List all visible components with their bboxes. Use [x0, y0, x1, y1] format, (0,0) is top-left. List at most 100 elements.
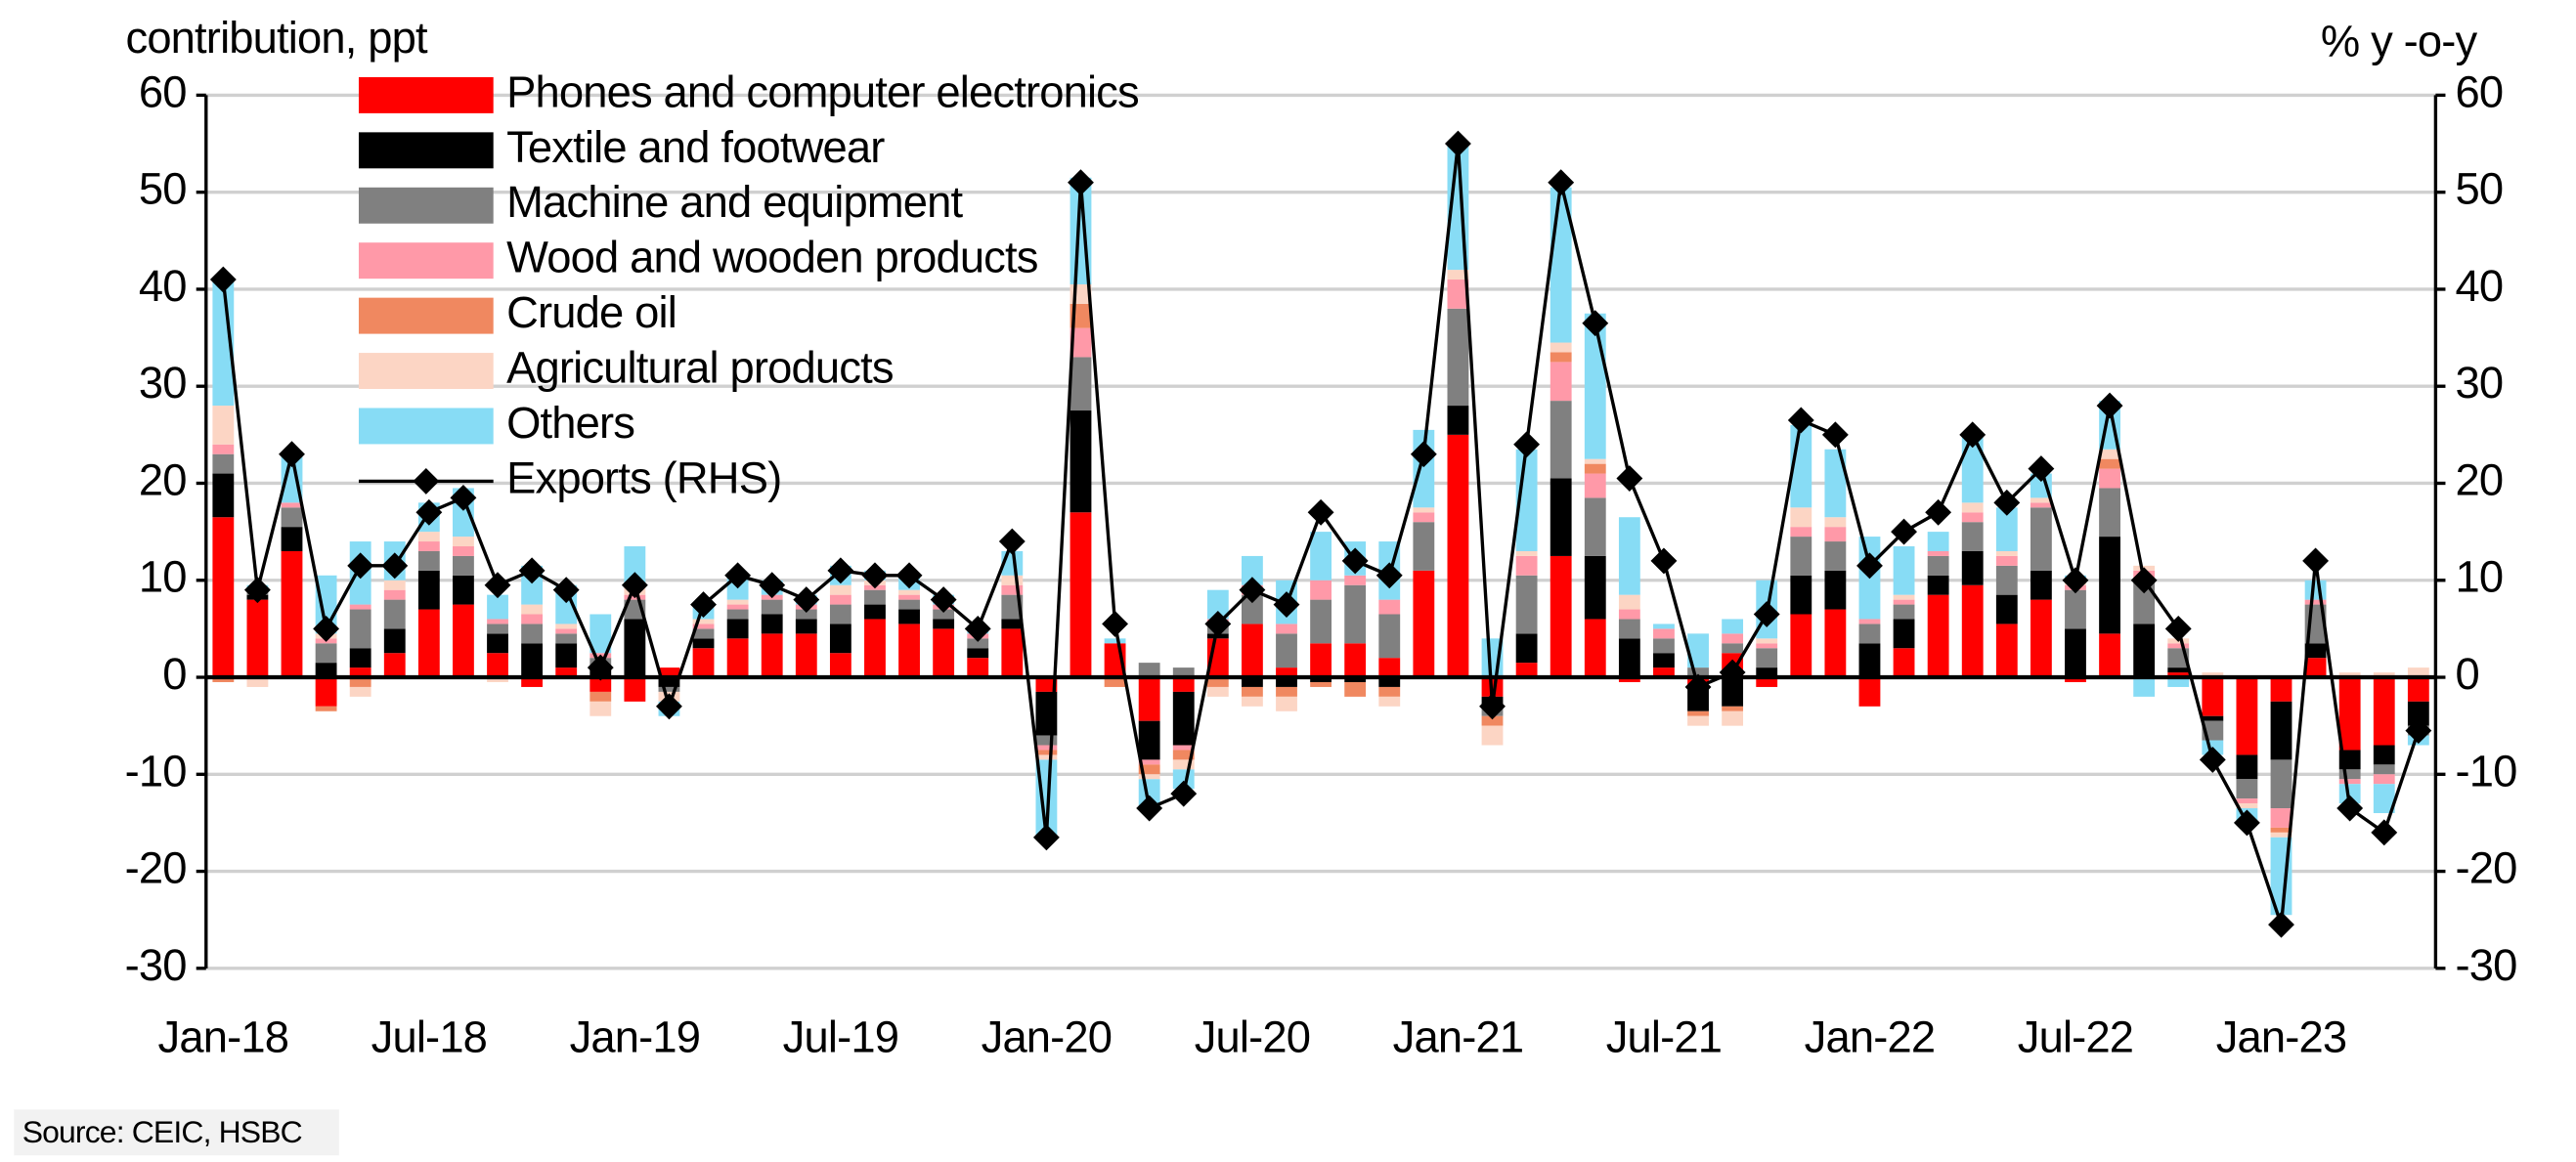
bar-segment	[1653, 628, 1675, 639]
bar-segment	[383, 628, 406, 654]
bar-segment	[453, 537, 474, 547]
bar-segment	[1722, 619, 1744, 634]
bar-segment	[1172, 750, 1195, 760]
bar-segment	[795, 609, 817, 620]
y2-tick-label: 0	[2456, 649, 2479, 699]
bar-segment	[1310, 643, 1332, 678]
export-marker	[895, 562, 923, 589]
bar-segment	[1858, 624, 1881, 644]
bar-segment	[1035, 750, 1058, 755]
bar-segment	[726, 609, 749, 620]
bar-segment	[1001, 575, 1024, 585]
bar-segment	[1858, 619, 1881, 624]
bar-segment	[315, 677, 337, 707]
bar-segment	[898, 624, 920, 678]
bar-segment	[487, 624, 508, 634]
bar-segment	[2270, 827, 2292, 833]
bar-segment	[1824, 609, 1847, 678]
bar-segment	[2099, 488, 2120, 538]
bar-segment	[487, 619, 508, 624]
export-marker	[279, 441, 305, 468]
export-marker	[759, 572, 786, 599]
bar-segment	[1858, 677, 1881, 707]
bar-segment	[2407, 677, 2429, 702]
bar-segment	[212, 517, 235, 678]
bar-segment	[521, 643, 544, 678]
bar-segment	[933, 609, 955, 620]
bar-segment	[1138, 663, 1160, 678]
bar-segment	[315, 706, 337, 711]
legend-label: Phones and computer electronics	[506, 66, 1139, 116]
bar-segment	[2030, 570, 2052, 600]
legend-swatch	[358, 353, 494, 390]
bar-segment	[1241, 686, 1263, 697]
bar-segment	[1276, 633, 1297, 668]
bar-segment	[1756, 638, 1778, 644]
bar-segment	[1961, 434, 1984, 503]
bar-segment	[1550, 555, 1572, 678]
bar-segment	[1515, 633, 1538, 664]
bar-segment	[898, 609, 920, 624]
legend-label: Others	[506, 398, 634, 448]
bar-segment	[1413, 570, 1435, 678]
bar-segment	[2236, 779, 2258, 799]
bar-segment	[1241, 696, 1263, 707]
export-marker	[930, 586, 957, 614]
bar-segment	[1618, 638, 1640, 678]
y-tick-label: 20	[139, 454, 187, 504]
bar-segment	[1035, 735, 1058, 746]
bar-segment	[1687, 667, 1709, 678]
x-tick-label: Jul-19	[783, 1012, 898, 1062]
bar-segment	[933, 619, 955, 629]
bar-segment	[1618, 677, 1640, 682]
export-marker	[1273, 591, 1300, 619]
bar-segment	[1378, 614, 1401, 659]
export-marker	[415, 498, 443, 526]
legend-label: Machine and equipment	[506, 177, 963, 227]
export-marker	[1239, 577, 1266, 604]
bar-segment	[281, 502, 303, 508]
export-marker	[2062, 567, 2089, 594]
bar-segment	[555, 624, 578, 629]
legend-label: Agricultural products	[506, 343, 894, 393]
y2-tick-label: 30	[2456, 358, 2504, 408]
bar-segment	[829, 624, 851, 654]
bar-segment	[212, 677, 235, 682]
bar-segment	[1447, 434, 1469, 678]
bar-segment	[589, 701, 612, 716]
bar-segment	[2373, 672, 2395, 678]
bar-segment	[829, 604, 851, 624]
bar-segment	[1172, 745, 1195, 751]
bar-segment	[315, 663, 337, 678]
bar-segment	[1515, 663, 1538, 678]
bar-segment	[1344, 643, 1367, 678]
bar-segment	[2030, 497, 2052, 503]
export-marker	[1616, 465, 1643, 492]
bar-segment	[726, 619, 749, 639]
bar-segment	[1893, 619, 1915, 649]
bar-segment	[933, 628, 955, 678]
bar-segment	[829, 594, 851, 605]
bar-segment	[1172, 691, 1195, 746]
bar-segment	[1927, 550, 1949, 556]
bar-segment	[1687, 715, 1709, 726]
bar-segment	[487, 653, 508, 678]
bar-segment	[589, 691, 612, 702]
bar-segment	[1824, 570, 1847, 610]
x-tick-label: Jul-22	[2018, 1012, 2133, 1062]
bar-segment	[1756, 677, 1778, 687]
y-tick-label: 10	[139, 552, 187, 602]
export-marker	[2233, 809, 2260, 837]
bar-segment	[761, 599, 783, 615]
bar-segment	[1344, 677, 1367, 682]
bar-segment	[726, 599, 749, 605]
legend-swatch	[358, 242, 494, 280]
bar-segment	[2270, 677, 2292, 702]
bar-segment	[898, 589, 920, 595]
bar-segment	[1927, 575, 1949, 595]
bar-segment	[383, 589, 406, 600]
bar-segment	[1550, 362, 1572, 402]
bar-segment	[417, 570, 440, 610]
